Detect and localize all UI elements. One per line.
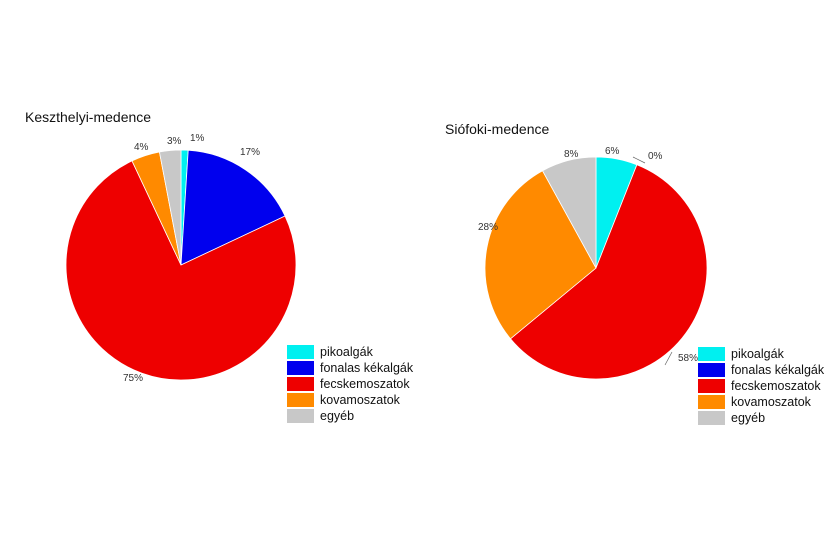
legend-swatch <box>287 361 314 375</box>
legend-item-fonalas-kekalgak: fonalas kékalgák <box>698 362 824 378</box>
legend-item-fecskemoszatok: fecskemoszatok <box>287 376 413 392</box>
pie-slice-fecskemoszatok <box>509 164 708 380</box>
slice-label-fecskemoszatok: 75% <box>123 373 143 384</box>
legend-item-fecskemoszatok: fecskemoszatok <box>698 378 824 394</box>
pie-plot: 1% 17% 75% 4% 3% <box>65 133 297 384</box>
slice-label-leader <box>632 156 646 164</box>
legend-label: fecskemoszatok <box>320 377 410 391</box>
legend-label: egyéb <box>320 409 355 423</box>
chart-title: Keszthelyi-medence <box>25 109 152 125</box>
pie-chart-siofok: Siófoki-medence 6% 0% 58% 28% 8% pikoalgák fo… <box>420 0 840 560</box>
pie-plot: 6% 0% 58% 28% 8% <box>478 146 708 380</box>
slice-label-fonalas-kekalgak: 0% <box>648 151 663 162</box>
legend-item-pikoalgak: pikoalgák <box>698 346 824 362</box>
legend-swatch <box>287 345 314 359</box>
legend-label: pikoalgák <box>320 345 373 359</box>
legend-label: fonalas kékalgák <box>731 363 825 377</box>
legend-swatch <box>287 377 314 391</box>
legend-swatch <box>698 347 725 361</box>
legend-swatch <box>698 395 725 409</box>
legend-label: kovamoszatok <box>320 393 400 407</box>
slice-label-kovamoszatok: 4% <box>134 142 149 153</box>
pie-chart-keszthely: Keszthelyi-medence 1% 17% 75% 4% 3% pikoalgá… <box>25 109 413 424</box>
legend-swatch <box>698 379 725 393</box>
slice-label-fonalas-kekalgak: 17% <box>240 147 260 158</box>
slice-label-pikoalgak: 1% <box>190 133 205 144</box>
pie-slice-egyeb <box>541 156 597 269</box>
pie-slice-kovamoszatok <box>484 170 597 340</box>
pie-slice-fecskemoszatok <box>65 160 297 381</box>
legend-item-kovamoszatok: kovamoszatok <box>698 394 824 410</box>
legend: pikoalgák fonalas kékalgák fecskemoszatok k… <box>287 344 413 424</box>
legend-item-egyeb: egyéb <box>698 410 824 426</box>
legend-label: kovamoszatok <box>731 395 811 409</box>
slice-label-kovamoszatok: 28% <box>478 222 498 233</box>
chart-title: Siófoki-medence <box>445 121 550 137</box>
legend-item-pikoalgak: pikoalgák <box>287 344 413 360</box>
legend-swatch <box>287 409 314 423</box>
legend-item-egyeb: egyéb <box>287 408 413 424</box>
legend-swatch <box>698 363 725 377</box>
legend-label: fecskemoszatok <box>731 379 821 393</box>
legend-swatch <box>698 411 725 425</box>
legend-swatch <box>287 393 314 407</box>
slice-label-pikoalgak: 6% <box>605 146 620 157</box>
pie-slice-fonalas-kekalgak <box>180 149 286 266</box>
slice-label-egyeb: 8% <box>564 149 579 160</box>
slice-label-egyeb: 3% <box>167 136 182 147</box>
legend-label: egyéb <box>731 411 766 425</box>
legend: pikoalgák fonalas kékalgák fecskemoszatok k… <box>698 346 824 426</box>
legend-item-kovamoszatok: kovamoszatok <box>287 392 413 408</box>
pie-slice-egyeb <box>158 149 182 266</box>
legend-label: pikoalgák <box>731 347 784 361</box>
legend-item-fonalas-kekalgak: fonalas kékalgák <box>287 360 413 376</box>
slice-label-fecskemoszatok: 58% <box>678 353 698 364</box>
legend-label: fonalas kékalgák <box>320 361 414 375</box>
slice-label-leader <box>664 351 673 366</box>
